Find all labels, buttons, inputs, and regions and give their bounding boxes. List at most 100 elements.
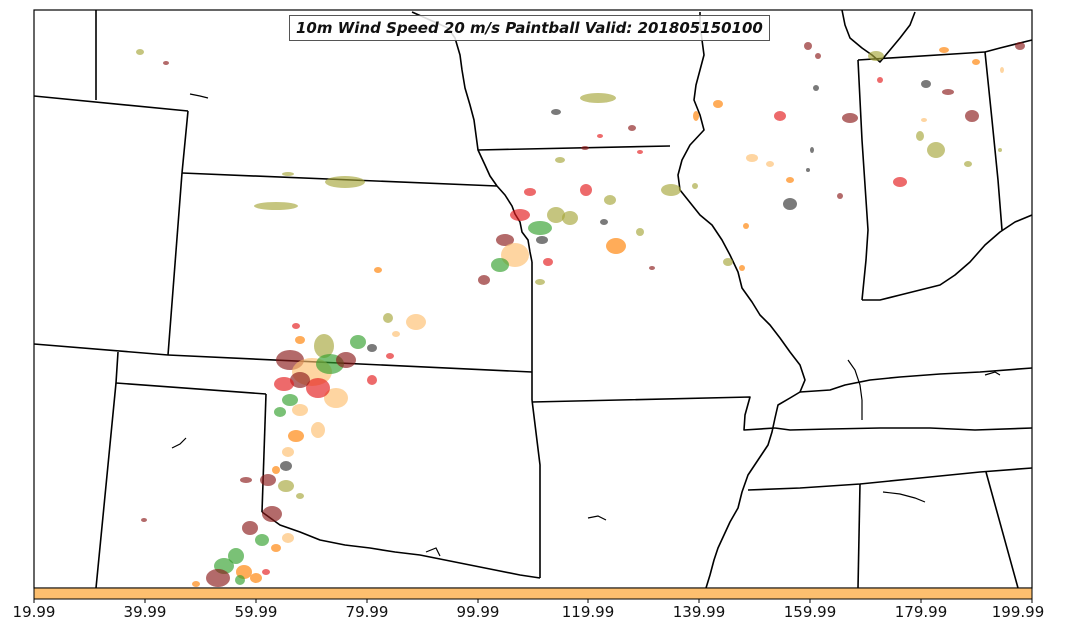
paintball-blob bbox=[837, 193, 843, 199]
paintball-blob bbox=[636, 228, 644, 236]
paintball-blob bbox=[921, 80, 931, 88]
paintball-blob bbox=[893, 177, 907, 187]
paintball-blob bbox=[743, 223, 749, 229]
paintball-blob bbox=[998, 148, 1002, 152]
paintball-blob bbox=[306, 378, 330, 398]
paintball-blob bbox=[536, 236, 548, 244]
paintball-blob bbox=[314, 334, 334, 358]
water-features bbox=[171, 93, 1001, 557]
paintball-blob bbox=[501, 243, 529, 267]
colorbar-tick-label: 19.99 bbox=[12, 603, 56, 621]
paintball-blob bbox=[942, 89, 954, 95]
colorbar-ticks bbox=[33, 599, 1033, 603]
colorbar-tick-label: 179.99 bbox=[894, 603, 948, 621]
paintball-blob bbox=[927, 142, 945, 158]
paintball-blob bbox=[535, 279, 545, 285]
paintball-blob bbox=[766, 161, 774, 167]
paintball-blob bbox=[965, 110, 979, 122]
paintball-blob bbox=[240, 477, 252, 483]
paintball-blob bbox=[604, 195, 616, 205]
paintball-blob bbox=[278, 480, 294, 492]
paintball-blob bbox=[235, 575, 245, 585]
map-frame bbox=[33, 9, 1033, 589]
paintball-blob bbox=[842, 113, 858, 123]
paintball-blob bbox=[496, 234, 514, 246]
paintball-blob bbox=[1015, 42, 1025, 50]
paintball-blob bbox=[580, 184, 592, 196]
paintball-blobs bbox=[136, 42, 1025, 587]
paintball-blob bbox=[597, 134, 603, 138]
paintball-blob bbox=[964, 161, 972, 167]
paintball-blob bbox=[580, 93, 616, 103]
paintball-blob bbox=[254, 202, 298, 210]
paintball-blob bbox=[290, 372, 310, 388]
paintball-blob bbox=[606, 238, 626, 254]
paintball-blob bbox=[311, 422, 325, 438]
paintball-blob bbox=[282, 172, 294, 176]
paintball-blob bbox=[581, 146, 589, 150]
paintball-blob bbox=[260, 474, 276, 486]
colorbar-tick-label: 39.99 bbox=[123, 603, 167, 621]
paintball-blob bbox=[406, 314, 426, 330]
paintball-blob bbox=[206, 569, 230, 587]
paintball-blob bbox=[739, 265, 745, 271]
paintball-blob bbox=[282, 394, 298, 406]
paintball-blob bbox=[192, 581, 200, 587]
paintball-blob bbox=[383, 313, 393, 323]
paintball-blob bbox=[262, 506, 282, 522]
paintball-blob bbox=[528, 221, 552, 235]
paintball-blob bbox=[774, 111, 786, 121]
colorbar-tick-label: 99.99 bbox=[456, 603, 500, 621]
paintball-blob bbox=[282, 447, 294, 457]
paintball-blob bbox=[282, 533, 294, 543]
paintball-blob bbox=[939, 47, 949, 53]
paintball-blob bbox=[713, 100, 723, 108]
paintball-blob bbox=[921, 118, 927, 122]
paintball-blob bbox=[136, 49, 144, 55]
paintball-blob bbox=[280, 461, 292, 471]
paintball-blob bbox=[274, 407, 286, 417]
paintball-blob bbox=[386, 353, 394, 359]
paintball-blob bbox=[296, 493, 304, 499]
paintball-blob bbox=[543, 258, 553, 266]
colorbar-tick-label: 139.99 bbox=[672, 603, 726, 621]
paintball-blob bbox=[555, 157, 565, 163]
paintball-blob bbox=[806, 168, 810, 172]
paintball-blob bbox=[600, 219, 608, 225]
paintball-blob bbox=[972, 59, 980, 65]
paintball-blob bbox=[141, 518, 147, 522]
paintball-blob bbox=[1000, 67, 1004, 73]
paintball-blob bbox=[562, 211, 578, 225]
paintball-blob bbox=[163, 61, 169, 65]
paintball-blob bbox=[367, 375, 377, 385]
paintball-blob bbox=[524, 188, 536, 196]
paintball-blob bbox=[783, 198, 797, 210]
paintball-blob bbox=[255, 534, 269, 546]
paintball-blob bbox=[242, 521, 258, 535]
paintball-blob bbox=[336, 352, 356, 368]
paintball-blob bbox=[272, 466, 280, 474]
paintball-blob bbox=[288, 430, 304, 442]
colorbar-tick-label: 199.99 bbox=[991, 603, 1045, 621]
colorbar-tick-label: 59.99 bbox=[234, 603, 278, 621]
paintball-blob bbox=[274, 377, 294, 391]
paintball-blob bbox=[374, 267, 382, 273]
paintball-blob bbox=[649, 266, 655, 270]
paintball-blob bbox=[262, 569, 270, 575]
paintball-blob bbox=[815, 53, 821, 59]
colorbar-tick-label: 119.99 bbox=[561, 603, 615, 621]
paintball-blob bbox=[813, 85, 819, 91]
paintball-blob bbox=[723, 258, 733, 266]
state-boundaries bbox=[33, 9, 1033, 589]
paintball-blob bbox=[295, 336, 305, 344]
paintball-blob bbox=[810, 147, 814, 153]
paintball-blob bbox=[786, 177, 794, 183]
paintball-blob bbox=[250, 573, 262, 583]
map-title: 10m Wind Speed 20 m/s Paintball Valid: 2… bbox=[289, 15, 770, 41]
paintball-blob bbox=[392, 331, 400, 337]
paintball-blob bbox=[510, 209, 530, 221]
paintball-blob bbox=[325, 176, 365, 188]
paintball-blob bbox=[868, 51, 884, 61]
paintball-blob bbox=[746, 154, 758, 162]
paintball-blob bbox=[693, 111, 699, 121]
